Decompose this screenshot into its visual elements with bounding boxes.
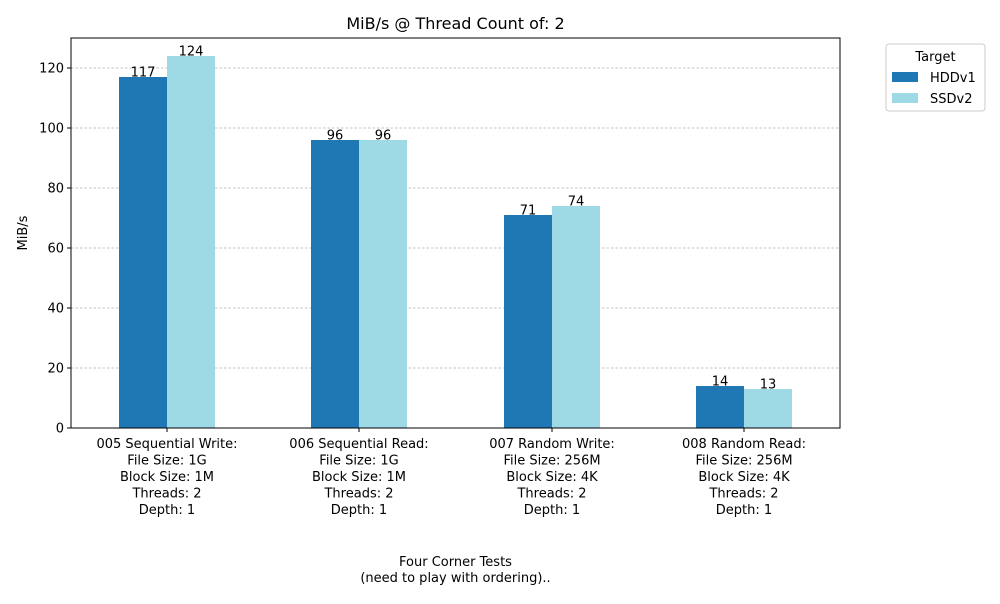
axes-frame (70, 37, 841, 429)
y-tick-label: 120 (39, 62, 64, 77)
bar-value-label: 96 (375, 129, 392, 144)
x-tick-label: 007 Random Write: (489, 437, 615, 452)
bar-value-label: 124 (179, 45, 204, 60)
x-tick-label: Block Size: 4K (506, 470, 598, 485)
y-tick-label: 40 (47, 302, 64, 317)
y-axis-label: MiB/s (16, 215, 31, 250)
legend-label-ssdv2: SSDv2 (930, 92, 972, 107)
legend-title: Target (914, 50, 955, 65)
y-tick-label: 60 (47, 242, 64, 257)
bar-ssdv2 (359, 140, 407, 428)
x-tick-label: Threads: 2 (708, 487, 778, 502)
x-axis-label: (need to play with ordering).. (360, 571, 550, 586)
legend-label-hddv1: HDDv1 (930, 71, 976, 86)
y-tick-label: 0 (56, 422, 64, 437)
x-tick-label: Depth: 1 (139, 503, 195, 518)
x-tick-label: Threads: 2 (131, 487, 201, 502)
bar-value-label: 14 (712, 375, 729, 390)
x-tick-label: File Size: 256M (503, 454, 600, 469)
x-tick-label: Block Size: 1M (312, 470, 406, 485)
x-tick-label: File Size: 1G (319, 454, 398, 469)
y-tick-label: 80 (47, 182, 64, 197)
bar-ssdv2 (167, 56, 215, 428)
x-tick-label: Block Size: 1M (120, 470, 214, 485)
x-tick-label: File Size: 1G (127, 454, 206, 469)
bar-hddv1 (696, 386, 744, 428)
x-tick-label: Depth: 1 (524, 503, 580, 518)
bar-value-label: 117 (131, 66, 156, 81)
bar-value-label: 74 (568, 195, 585, 210)
legend-swatch-hddv1 (892, 72, 918, 82)
x-tick-label: Block Size: 4K (698, 470, 790, 485)
bar-hddv1 (504, 215, 552, 428)
x-tick-label: 006 Sequential Read: (289, 437, 428, 452)
bar-value-label: 13 (760, 378, 777, 393)
bar-ssdv2 (552, 206, 600, 428)
legend-swatch-ssdv2 (892, 93, 918, 103)
x-tick-label: Threads: 2 (323, 487, 393, 502)
x-tick-label: Depth: 1 (331, 503, 387, 518)
x-axis-label: Four Corner Tests (399, 555, 512, 570)
bar-ssdv2 (744, 389, 792, 428)
bar-hddv1 (119, 77, 167, 428)
chart-title: MiB/s @ Thread Count of: 2 (346, 14, 564, 33)
bar-value-label: 71 (520, 204, 537, 219)
y-tick-label: 20 (47, 362, 64, 377)
x-tick-label: 008 Random Read: (682, 437, 806, 452)
x-tick-label: File Size: 256M (695, 454, 792, 469)
y-tick-label: 100 (39, 122, 64, 137)
bar-hddv1 (311, 140, 359, 428)
x-tick-label: Threads: 2 (516, 487, 586, 502)
x-tick-label: Depth: 1 (716, 503, 772, 518)
x-tick-label: 005 Sequential Write: (96, 437, 237, 452)
bar-value-label: 96 (327, 129, 344, 144)
